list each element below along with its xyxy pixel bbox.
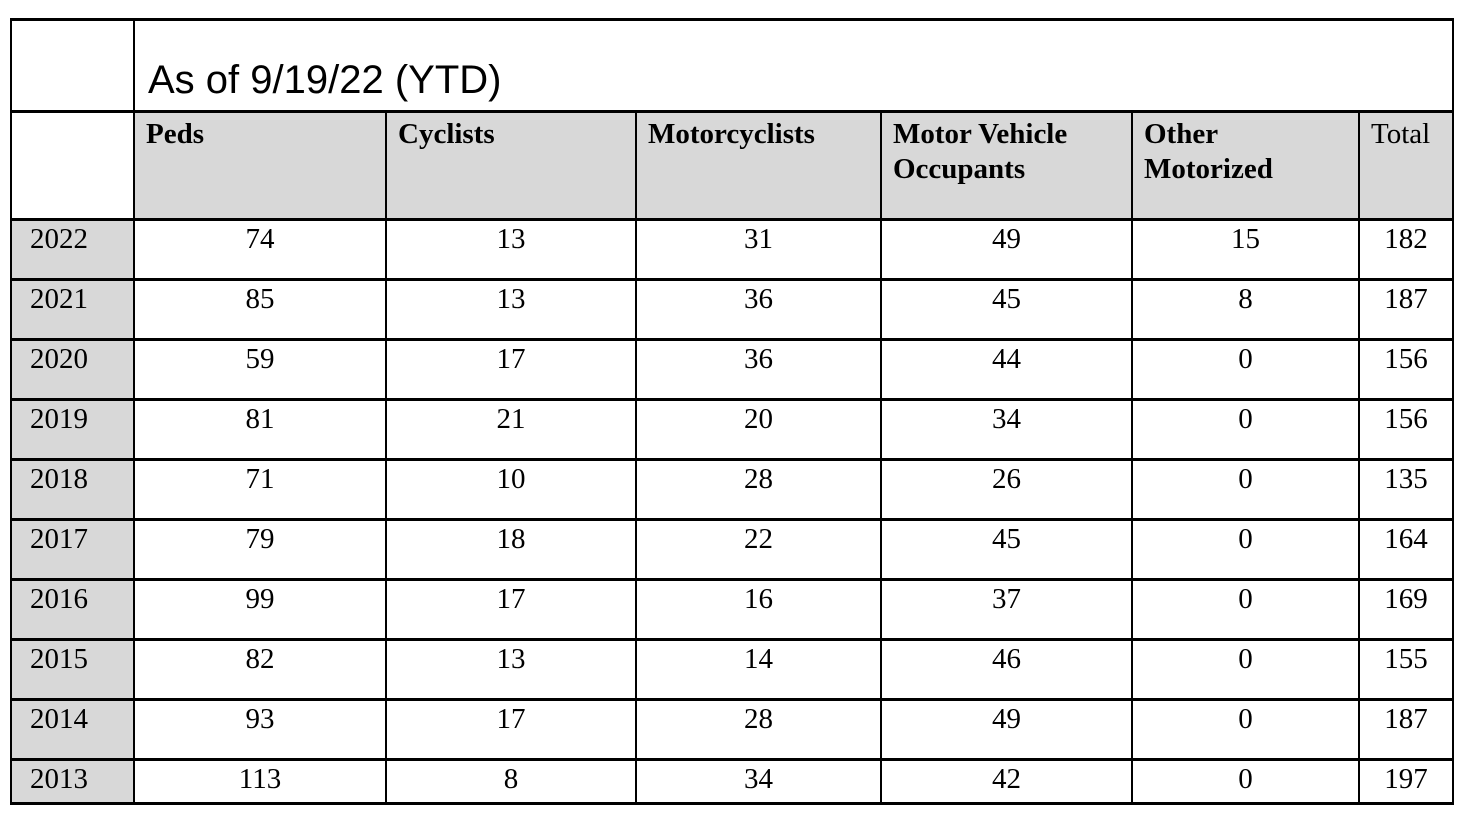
- value-cell: 46: [880, 638, 1133, 701]
- value-cell: 187: [1357, 698, 1455, 761]
- value-cell: 187: [1357, 278, 1455, 341]
- column-header-motor-vehicle-occupants: Motor Vehicle Occupants: [880, 110, 1133, 221]
- value-cell: 34: [880, 398, 1133, 461]
- value-cell: 34: [635, 758, 882, 805]
- value-cell: 85: [133, 278, 387, 341]
- value-cell: 13: [385, 278, 637, 341]
- value-cell: 135: [1357, 458, 1455, 521]
- value-cell: 8: [1131, 278, 1360, 341]
- value-cell: 49: [880, 698, 1133, 761]
- value-cell: 0: [1131, 578, 1360, 641]
- table-row: 2016 99 17 16 37 0 169: [10, 578, 1455, 641]
- table-row: 2019 81 21 20 34 0 156: [10, 398, 1455, 461]
- value-cell: 169: [1357, 578, 1455, 641]
- value-cell: 197: [1357, 758, 1455, 805]
- year-cell: 2017: [10, 518, 135, 581]
- value-cell: 45: [880, 518, 1133, 581]
- value-cell: 0: [1131, 638, 1360, 701]
- value-cell: 17: [385, 578, 637, 641]
- header-corner-cell: [10, 110, 135, 221]
- year-cell: 2022: [10, 218, 135, 281]
- value-cell: 21: [385, 398, 637, 461]
- value-cell: 79: [133, 518, 387, 581]
- table-row: 2020 59 17 36 44 0 156: [10, 338, 1455, 401]
- value-cell: 14: [635, 638, 882, 701]
- value-cell: 17: [385, 698, 637, 761]
- year-cell: 2015: [10, 638, 135, 701]
- year-cell: 2016: [10, 578, 135, 641]
- year-cell: 2019: [10, 398, 135, 461]
- value-cell: 13: [385, 218, 637, 281]
- value-cell: 8: [385, 758, 637, 805]
- document-page: As of 9/19/22 (YTD) Peds Cyclists Motorc…: [10, 18, 1455, 805]
- value-cell: 26: [880, 458, 1133, 521]
- value-cell: 36: [635, 278, 882, 341]
- year-cell: 2013: [10, 758, 135, 805]
- value-cell: 15: [1131, 218, 1360, 281]
- column-header-other-motorized: Other Motorized: [1131, 110, 1360, 221]
- value-cell: 93: [133, 698, 387, 761]
- value-cell: 20: [635, 398, 882, 461]
- value-cell: 0: [1131, 398, 1360, 461]
- value-cell: 81: [133, 398, 387, 461]
- value-cell: 156: [1357, 338, 1455, 401]
- value-cell: 42: [880, 758, 1133, 805]
- value-cell: 28: [635, 698, 882, 761]
- value-cell: 99: [133, 578, 387, 641]
- value-cell: 182: [1357, 218, 1455, 281]
- value-cell: 59: [133, 338, 387, 401]
- value-cell: 0: [1131, 458, 1360, 521]
- value-cell: 17: [385, 338, 637, 401]
- value-cell: 22: [635, 518, 882, 581]
- value-cell: 0: [1131, 518, 1360, 581]
- table-row: 2015 82 13 14 46 0 155: [10, 638, 1455, 701]
- value-cell: 36: [635, 338, 882, 401]
- table-body: 2022 74 13 31 49 15 182 2021 85 13 36 45 8 187 2020 59 1…: [10, 218, 1455, 805]
- value-cell: 28: [635, 458, 882, 521]
- value-cell: 82: [133, 638, 387, 701]
- column-header-cyclists: Cyclists: [385, 110, 637, 221]
- value-cell: 0: [1131, 758, 1360, 805]
- value-cell: 10: [385, 458, 637, 521]
- year-cell: 2018: [10, 458, 135, 521]
- column-header-peds: Peds: [133, 110, 387, 221]
- value-cell: 0: [1131, 338, 1360, 401]
- value-cell: 49: [880, 218, 1133, 281]
- value-cell: 37: [880, 578, 1133, 641]
- value-cell: 113: [133, 758, 387, 805]
- year-cell: 2020: [10, 338, 135, 401]
- column-header-row: Peds Cyclists Motorcyclists Motor Vehicl…: [10, 110, 1455, 221]
- title-row-corner-cell: [10, 18, 135, 113]
- table-row: 2022 74 13 31 49 15 182: [10, 218, 1455, 281]
- column-header-motorcyclists: Motorcyclists: [635, 110, 882, 221]
- value-cell: 0: [1131, 698, 1360, 761]
- table-title: As of 9/19/22 (YTD): [132, 18, 1455, 113]
- table-row: 2018 71 10 28 26 0 135: [10, 458, 1455, 521]
- value-cell: 74: [133, 218, 387, 281]
- value-cell: 156: [1357, 398, 1455, 461]
- table-row: 2013 113 8 34 42 0 197: [10, 758, 1455, 805]
- year-cell: 2014: [10, 698, 135, 761]
- value-cell: 18: [385, 518, 637, 581]
- value-cell: 16: [635, 578, 882, 641]
- value-cell: 13: [385, 638, 637, 701]
- value-cell: 155: [1357, 638, 1455, 701]
- table-row: 2014 93 17 28 49 0 187: [10, 698, 1455, 761]
- title-row: As of 9/19/22 (YTD): [10, 18, 1455, 113]
- value-cell: 164: [1357, 518, 1455, 581]
- value-cell: 31: [635, 218, 882, 281]
- table-row: 2017 79 18 22 45 0 164: [10, 518, 1455, 581]
- column-header-total: Total: [1357, 110, 1455, 221]
- fatalities-table: As of 9/19/22 (YTD) Peds Cyclists Motorc…: [10, 18, 1455, 805]
- value-cell: 44: [880, 338, 1133, 401]
- year-cell: 2021: [10, 278, 135, 341]
- value-cell: 45: [880, 278, 1133, 341]
- value-cell: 71: [133, 458, 387, 521]
- table-row: 2021 85 13 36 45 8 187: [10, 278, 1455, 341]
